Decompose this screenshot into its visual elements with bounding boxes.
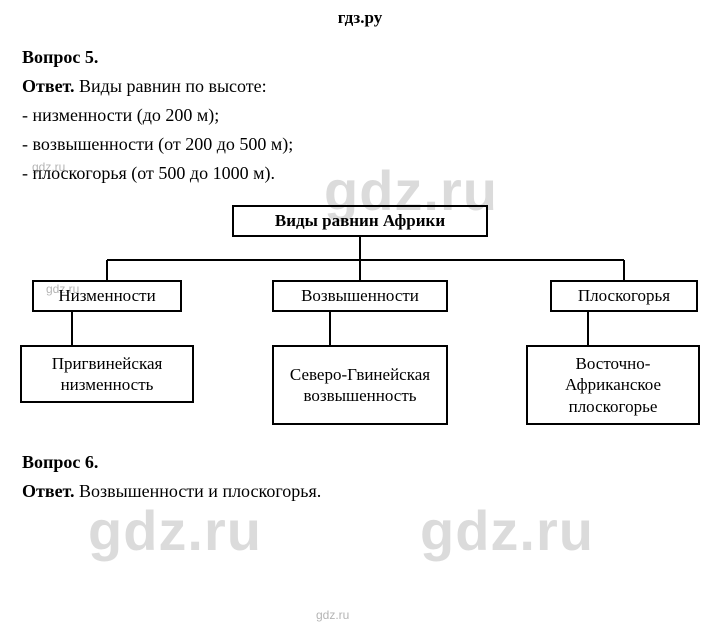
watermark-big-2: gdz.ru [420, 498, 594, 563]
watermark-big-1: gdz.ru [88, 498, 262, 563]
diagram-node-root: Виды равнин Африки [232, 205, 488, 237]
diagram-node-ex1: Пригвинейская низменность [20, 345, 194, 403]
watermark-small-2: gdz.ru [316, 608, 349, 622]
question-5-block: Вопрос 5. Ответ. Виды равнин по высоте: … [0, 28, 720, 187]
diagram-node-cat1: Низменности [32, 280, 182, 312]
q5-answer-label: Ответ. [22, 76, 75, 96]
diagram-node-ex2: Северо-Гвинейская возвышенность [272, 345, 448, 425]
q6-answer-label: Ответ. [22, 481, 75, 501]
diagram-node-cat3: Плоскогорья [550, 280, 698, 312]
q5-label: Вопрос 5. [22, 44, 698, 71]
q5-item-1: - низменности (до 200 м); [22, 102, 698, 129]
question-6-block: Вопрос 6. Ответ. Возвышенности и плоског… [0, 415, 720, 505]
q5-item-2: - возвышенности (от 200 до 500 м); [22, 131, 698, 158]
diagram-node-cat2: Возвышенности [272, 280, 448, 312]
q5-answer-line: Ответ. Виды равнин по высоте: [22, 73, 698, 100]
q6-label: Вопрос 6. [22, 449, 698, 476]
q5-item-3: - плоскогорья (от 500 до 1000 м). [22, 160, 698, 187]
q6-answer-line: Ответ. Возвышенности и плоскогорья. [22, 478, 698, 505]
plains-diagram: Виды равнин Африки Низменности Возвышеннос… [20, 205, 700, 415]
site-header: гдз.ру [0, 0, 720, 28]
diagram-node-ex3: Восточно-Африканское плоскогорье [526, 345, 700, 425]
q5-answer-intro: Виды равнин по высоте: [75, 76, 267, 96]
q6-answer-text: Возвышенности и плоскогорья. [75, 481, 322, 501]
